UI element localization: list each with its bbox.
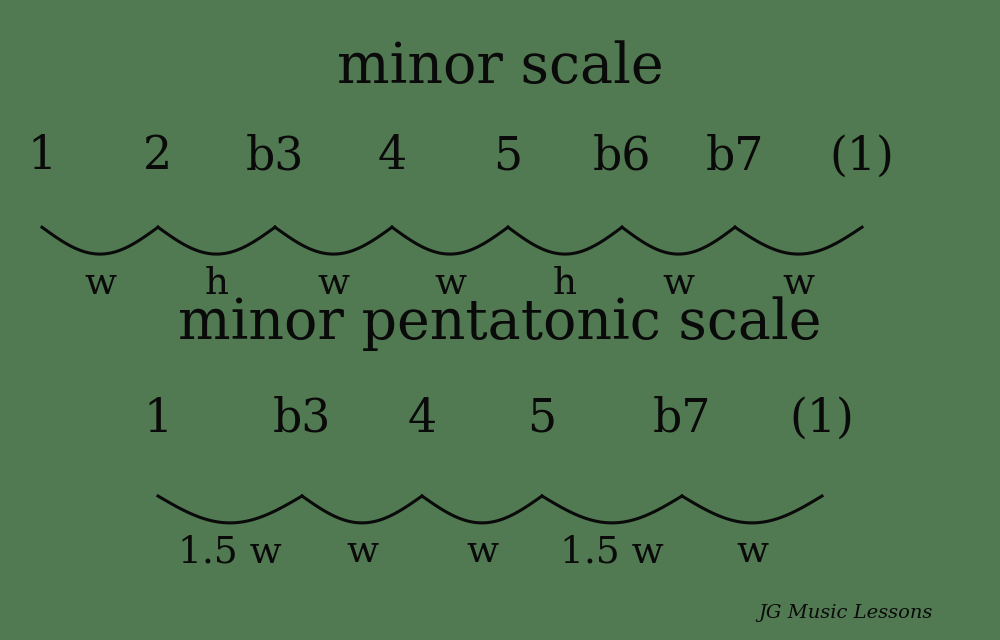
Text: 4: 4: [407, 397, 437, 442]
Text: 1: 1: [27, 134, 57, 179]
Text: w: w: [346, 534, 378, 570]
Text: w: w: [466, 534, 498, 570]
Text: 2: 2: [143, 134, 173, 179]
Text: h: h: [205, 266, 229, 301]
Text: 4: 4: [377, 134, 407, 179]
Text: b6: b6: [593, 134, 651, 179]
Text: h: h: [553, 266, 577, 301]
Text: JG Music Lessons: JG Music Lessons: [758, 604, 932, 622]
Text: w: w: [84, 266, 116, 301]
Text: b3: b3: [273, 397, 331, 442]
Text: w: w: [317, 266, 350, 301]
Text: (1): (1): [830, 134, 894, 179]
Text: w: w: [434, 266, 466, 301]
Text: w: w: [662, 266, 695, 301]
Text: (1): (1): [790, 397, 854, 442]
Text: 5: 5: [493, 134, 523, 179]
Text: 1: 1: [143, 397, 173, 442]
Text: w: w: [782, 266, 815, 301]
Text: minor pentatonic scale: minor pentatonic scale: [178, 296, 822, 351]
Text: 5: 5: [527, 397, 557, 442]
Text: w: w: [736, 534, 768, 570]
Text: b7: b7: [706, 134, 764, 179]
Text: 1.5 w: 1.5 w: [178, 534, 282, 570]
Text: b7: b7: [653, 397, 711, 442]
Text: b3: b3: [246, 134, 304, 179]
Text: 1.5 w: 1.5 w: [560, 534, 664, 570]
Text: minor scale: minor scale: [337, 40, 663, 95]
